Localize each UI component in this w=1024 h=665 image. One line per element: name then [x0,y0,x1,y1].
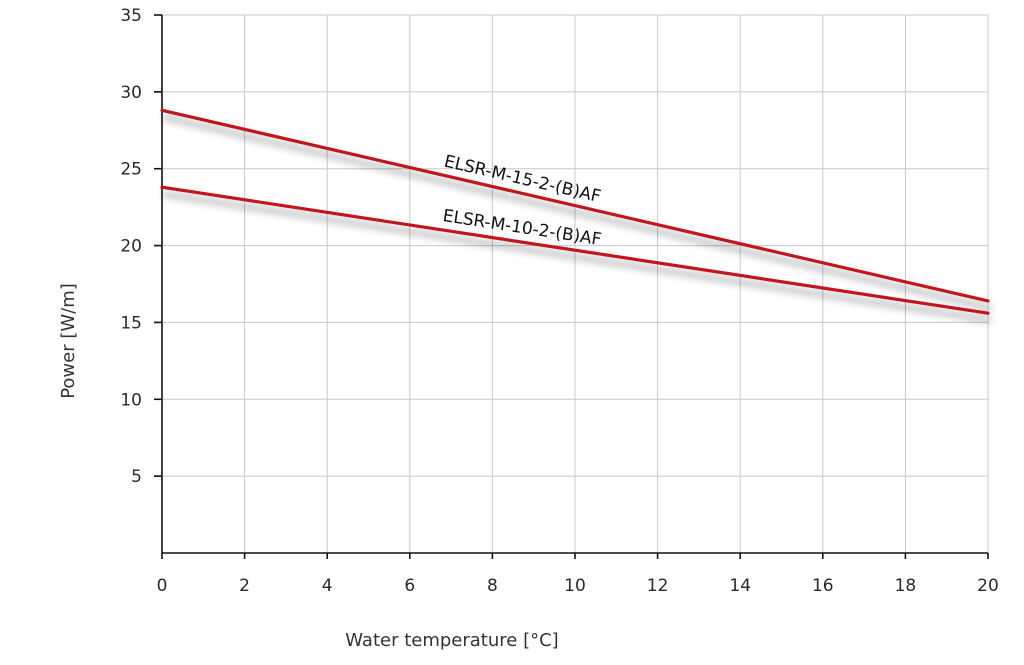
axes: 0 2 4 6 8 10 12 14 16 18 20 5 10 15 20 25 30 35 [120,6,998,596]
x-tick-label-4: 4 [322,576,333,596]
x-tick-label-8: 8 [487,576,498,596]
series-line-1 [160,108,990,303]
y-tick-label-30: 30 [120,83,142,103]
y-tick-label-25: 25 [120,160,142,180]
x-tick-label-6: 6 [404,576,415,596]
y-tick-label-5: 5 [131,467,142,487]
series-lines [160,108,990,315]
grid [162,14,989,553]
x-tick-label-18: 18 [895,576,917,596]
y-tick-label-35: 35 [120,6,142,26]
x-tick-label-0: 0 [157,576,168,596]
y-tick-label-20: 20 [120,237,142,257]
x-tick-label-20: 20 [977,576,999,596]
x-tick-label-2: 2 [239,576,250,596]
x-tick-label-14: 14 [729,576,751,596]
y-tick-label-15: 15 [120,313,142,333]
y-axis-title: Power [W/m] [58,283,79,399]
x-axis-title: Water temperature [°C] [345,630,558,651]
series-line-2 [160,185,990,315]
x-tick-label-16: 16 [812,576,834,596]
x-tick-label-10: 10 [564,576,586,596]
x-tick-label-12: 12 [647,576,669,596]
y-tick-label-10: 10 [120,390,142,410]
